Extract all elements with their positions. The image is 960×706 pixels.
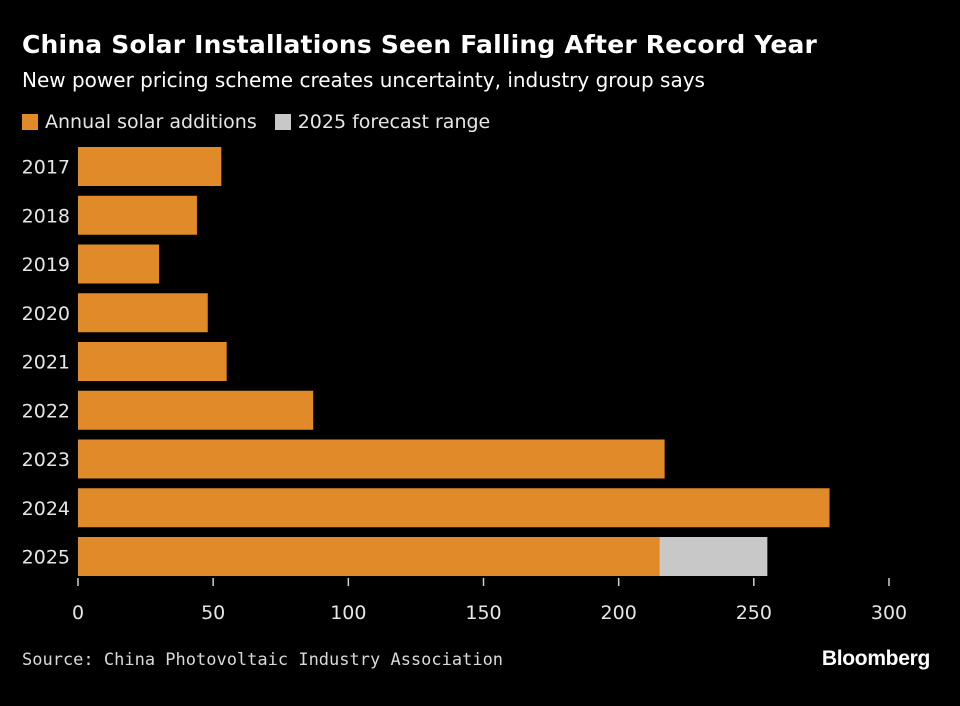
y-tick-label: 2018 xyxy=(22,205,70,227)
y-tick-label: 2019 xyxy=(22,254,70,276)
x-tick-label: 100 xyxy=(330,602,366,624)
bar-annual-additions xyxy=(78,195,197,235)
y-tick-label: 2022 xyxy=(22,400,70,422)
bar-annual-additions xyxy=(78,342,227,381)
bar-annual-additions xyxy=(78,439,665,479)
bar-annual-additions xyxy=(78,293,208,333)
bar-annual-additions xyxy=(78,147,222,186)
legend-item-annual: Annual solar additions xyxy=(22,111,257,133)
x-tick-label: 150 xyxy=(465,602,501,624)
y-tick-label: 2021 xyxy=(22,352,70,374)
legend-label-forecast: 2025 forecast range xyxy=(297,111,491,133)
y-tick-label: 2024 xyxy=(22,498,70,520)
y-tick-label: 2025 xyxy=(22,547,70,569)
bar-forecast-range xyxy=(659,537,768,576)
legend-swatch-forecast xyxy=(274,114,291,130)
legend-label-annual: Annual solar additions xyxy=(45,111,257,133)
chart-subtitle: New power pricing scheme creates uncerta… xyxy=(22,68,705,92)
source-note: Source: China Photovoltaic Industry Asso… xyxy=(22,650,504,670)
bar-chart: 2017 2018 2019 2020 2021 2022 2023 2024 2025 0 50 1… xyxy=(22,147,907,624)
y-tick-label: 2023 xyxy=(22,449,70,471)
bloomberg-logo: Bloomberg xyxy=(821,647,930,670)
legend-swatch-annual xyxy=(22,114,38,130)
bar-annual-additions xyxy=(78,488,830,528)
bar-annual-additions xyxy=(78,244,160,284)
x-tick-label: 0 xyxy=(72,602,84,624)
bar-annual-additions xyxy=(78,537,660,576)
y-tick-label: 2020 xyxy=(22,303,70,325)
legend-item-forecast: 2025 forecast range xyxy=(274,111,491,133)
x-tick-label: 200 xyxy=(601,602,637,624)
bar-annual-additions xyxy=(78,390,314,430)
chart-legend: Annual solar additions 2025 forecast ran… xyxy=(22,111,508,133)
chart-title: China Solar Installations Seen Falling A… xyxy=(22,30,818,59)
x-tick-label: 50 xyxy=(201,602,225,624)
x-tick-label: 300 xyxy=(871,602,907,624)
x-tick-label: 250 xyxy=(736,602,772,624)
y-tick-label: 2017 xyxy=(22,157,70,179)
